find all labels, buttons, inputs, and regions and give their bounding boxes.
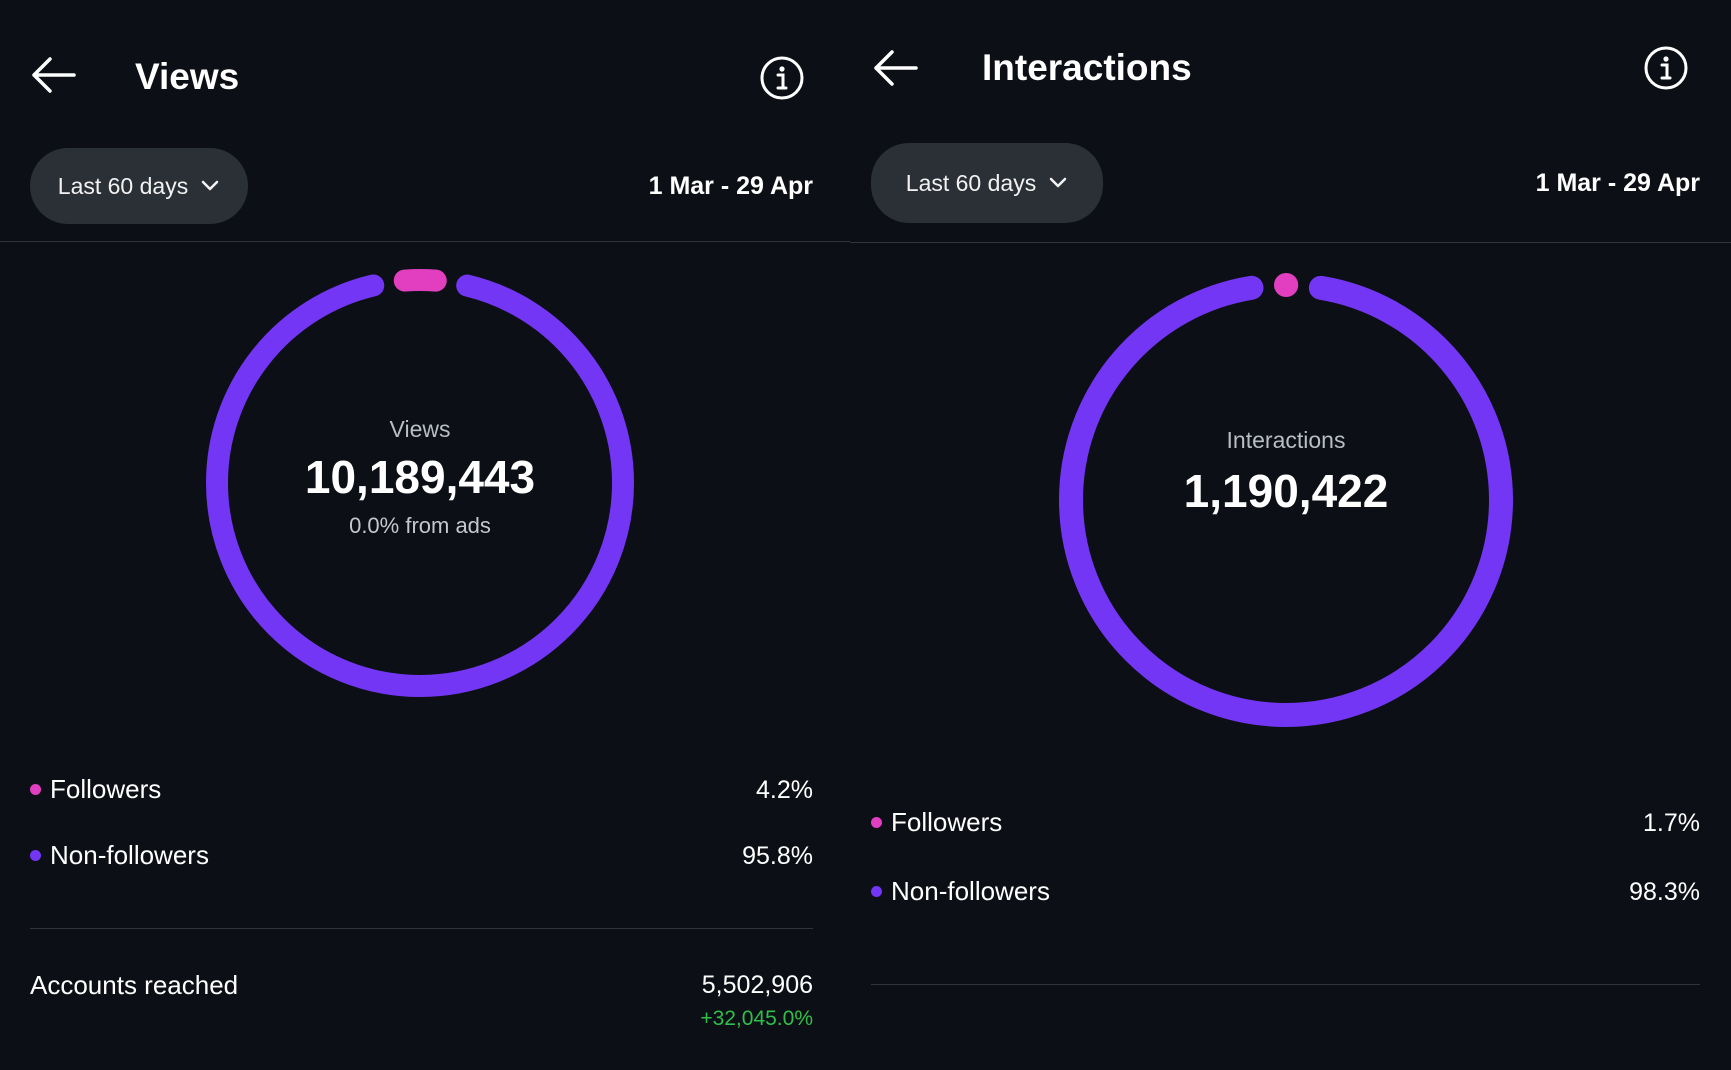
legend-item-non-followers: Non-followers <box>30 840 209 871</box>
legend-item-followers: Followers <box>30 774 161 805</box>
date-filter-dropdown[interactable]: Last 60 days <box>871 143 1103 223</box>
views-panel: Views Last 60 days 1 Mar - 29 Apr Views … <box>0 0 850 1070</box>
donut-subtext: 0.0% from ads <box>349 513 491 538</box>
accounts-reached-change: +32,045.0% <box>700 1007 813 1030</box>
donut-label: Interactions <box>1226 427 1346 453</box>
legend-label: Non-followers <box>50 840 209 870</box>
legend-label: Non-followers <box>891 876 1050 906</box>
non-followers-dot <box>871 886 882 897</box>
interactions-donut-chart: Interactions 1,190,422 <box>1058 272 1514 728</box>
legend-value-followers: 4.2% <box>756 776 813 804</box>
header-divider <box>0 241 850 242</box>
legend-label: Followers <box>50 774 162 804</box>
date-filter-label: Last 60 days <box>905 169 1037 196</box>
section-divider <box>871 984 1700 985</box>
followers-dot <box>30 784 41 795</box>
section-divider <box>30 928 813 929</box>
legend-item-followers: Followers <box>871 807 1002 838</box>
back-arrow-icon[interactable] <box>870 48 920 88</box>
legend-label: Followers <box>891 807 1003 837</box>
legend-value-non-followers: 98.3% <box>1629 878 1700 906</box>
views-donut-chart: Views 10,189,443 0.0% from ads <box>205 268 635 698</box>
legend-item-non-followers: Non-followers <box>871 876 1050 907</box>
donut-label: Views <box>389 416 451 442</box>
info-icon[interactable] <box>1642 44 1690 92</box>
non-followers-dot <box>30 850 41 861</box>
chevron-down-icon <box>1049 177 1067 188</box>
followers-segment <box>206 269 634 697</box>
back-arrow-icon[interactable] <box>28 55 78 95</box>
legend-value-followers: 1.7% <box>1643 809 1700 837</box>
interactions-panel: Interactions Last 60 days 1 Mar - 29 Apr… <box>850 0 1731 1070</box>
non-followers-segment <box>206 269 634 697</box>
page-title: Interactions <box>982 47 1192 88</box>
page-title: Views <box>135 56 240 97</box>
accounts-reached-value: 5,502,906 <box>701 971 813 999</box>
date-range: 1 Mar - 29 Apr <box>648 172 813 200</box>
followers-dot <box>871 817 882 828</box>
date-filter-label: Last 60 days <box>57 172 189 199</box>
donut-value: 1,190,422 <box>1183 465 1389 517</box>
donut-value: 10,189,443 <box>304 451 536 503</box>
legend-value-non-followers: 95.8% <box>742 842 813 870</box>
header-divider <box>850 242 1731 243</box>
accounts-reached-label: Accounts reached <box>30 970 239 1000</box>
chevron-down-icon <box>201 180 219 191</box>
followers-segment <box>1059 273 1513 727</box>
non-followers-segment <box>1059 273 1513 727</box>
date-range: 1 Mar - 29 Apr <box>1535 169 1700 197</box>
info-icon[interactable] <box>758 54 806 102</box>
date-filter-dropdown[interactable]: Last 60 days <box>30 148 248 224</box>
